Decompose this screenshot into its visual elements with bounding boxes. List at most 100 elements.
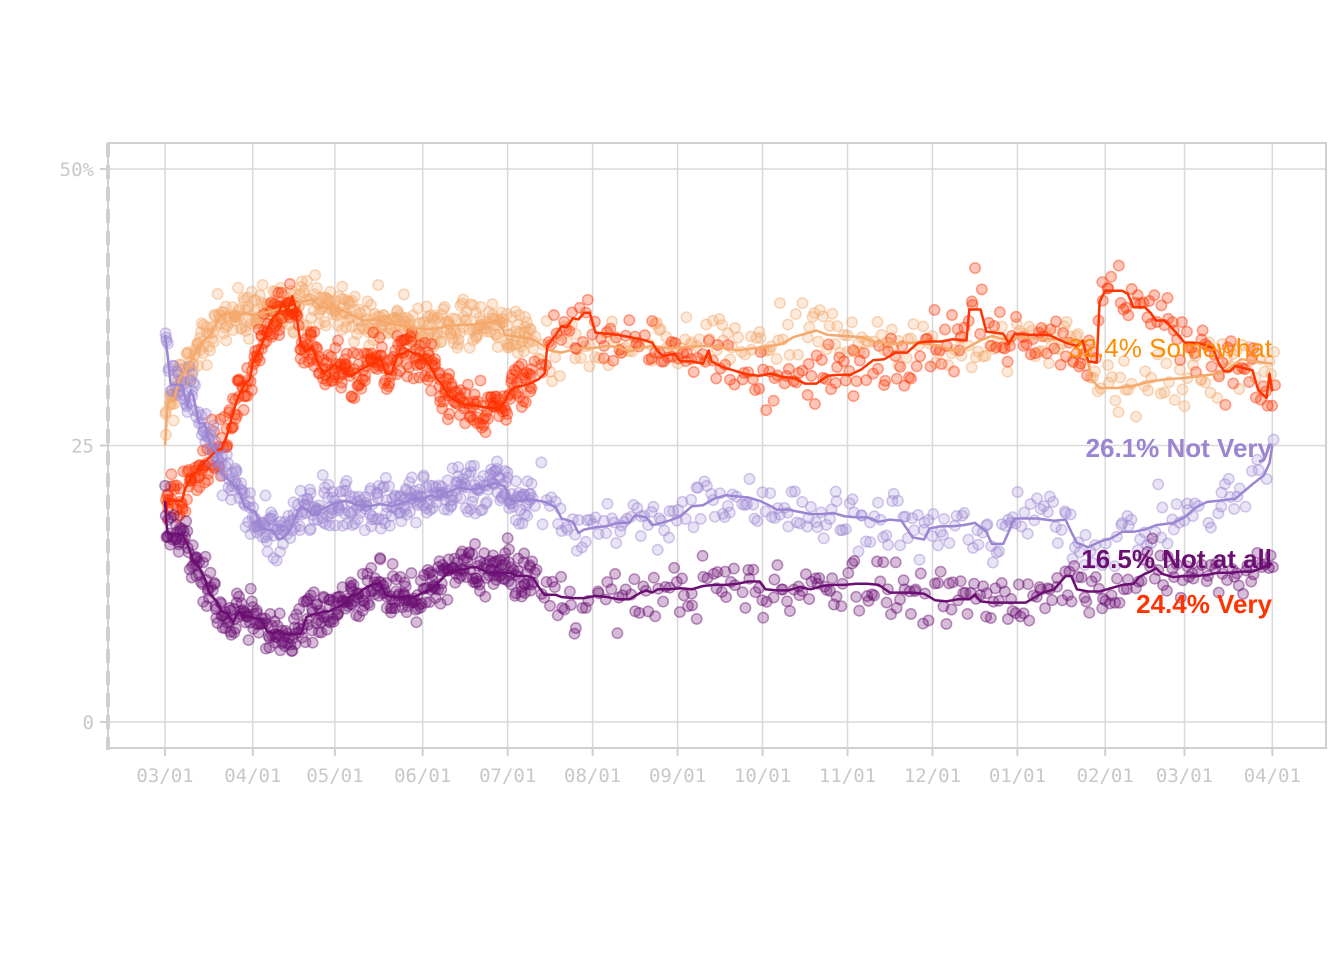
- poll-dot: [555, 333, 568, 346]
- poll-dot: [463, 341, 476, 354]
- poll-dot: [464, 466, 477, 479]
- poll-dot: [419, 596, 432, 609]
- poll-dot: [434, 390, 446, 403]
- poll-dot: [345, 391, 358, 403]
- poll-dot: [239, 521, 252, 534]
- poll-dot: [1266, 399, 1279, 412]
- poll-dot: [433, 555, 446, 568]
- poll-dot: [420, 300, 433, 313]
- poll-dot: [456, 545, 469, 558]
- poll-dot: [230, 596, 243, 609]
- poll-dot: [394, 506, 407, 519]
- poll-dot: [817, 310, 829, 323]
- poll-dot: [211, 617, 224, 629]
- poll-dot: [377, 480, 390, 493]
- poll-dot: [846, 316, 858, 329]
- poll-dot: [887, 487, 900, 500]
- poll-dot: [170, 479, 183, 492]
- poll-dot: [485, 391, 498, 404]
- poll-dot: [274, 281, 287, 294]
- poll-dot: [1073, 546, 1086, 559]
- poll-dot: [405, 567, 418, 580]
- poll-dot: [356, 321, 369, 334]
- poll-dot: [448, 552, 461, 565]
- poll-dot: [352, 490, 365, 503]
- poll-dot: [450, 490, 463, 503]
- poll-dot: [409, 485, 421, 498]
- poll-dot: [473, 578, 486, 591]
- poll-dot: [1064, 508, 1077, 521]
- poll-dot: [336, 280, 349, 293]
- poll-dot: [651, 543, 664, 556]
- poll-dot: [1246, 465, 1258, 478]
- poll-dot: [498, 558, 511, 571]
- poll-dot: [1047, 495, 1060, 508]
- poll-dot: [327, 615, 340, 628]
- poll-dot: [426, 501, 439, 514]
- poll-dot: [386, 492, 399, 505]
- poll-dot: [165, 493, 178, 506]
- poll-dot: [282, 509, 295, 522]
- poll-dot: [243, 495, 256, 508]
- poll-dot: [259, 489, 272, 502]
- poll-dot: [466, 548, 479, 561]
- poll-dot: [307, 586, 320, 599]
- poll-dot: [413, 371, 426, 384]
- poll-dot: [1160, 584, 1173, 597]
- poll-dot: [642, 353, 655, 366]
- poll-dot: [376, 482, 389, 495]
- poll-dot: [492, 471, 505, 484]
- poll-dot: [1120, 301, 1133, 314]
- poll-dot: [268, 294, 281, 307]
- poll-dot: [468, 459, 481, 472]
- poll-dot: [922, 614, 935, 627]
- poll-dot: [511, 346, 524, 359]
- poll-dot: [1001, 613, 1014, 626]
- poll-dot: [1116, 517, 1129, 529]
- poll-dot: [364, 508, 376, 521]
- poll-dot: [796, 364, 809, 377]
- poll-dot: [502, 556, 515, 569]
- poll-dot: [429, 353, 441, 366]
- poll-dot: [1221, 574, 1234, 587]
- poll-dot: [197, 595, 210, 608]
- poll-dot: [248, 294, 261, 307]
- poll-dot: [450, 556, 463, 569]
- poll-dot: [235, 323, 247, 336]
- poll-dot: [517, 345, 530, 358]
- poll-dot: [547, 309, 560, 322]
- poll-dot: [820, 518, 833, 531]
- poll-dot: [363, 339, 376, 352]
- poll-dot: [198, 476, 211, 489]
- poll-dot: [569, 328, 582, 341]
- x-tick-label: 09/01: [649, 765, 706, 787]
- poll-dot: [290, 608, 303, 621]
- poll-dot: [553, 370, 566, 382]
- poll-dot: [208, 308, 221, 321]
- poll-dot: [443, 368, 456, 381]
- poll-dot: [1009, 607, 1022, 620]
- poll-dot: [206, 413, 218, 426]
- poll-dot: [267, 285, 280, 298]
- poll-dot: [494, 472, 507, 485]
- poll-dot: [924, 360, 937, 373]
- poll-dot: [451, 341, 464, 354]
- poll-dot: [335, 381, 348, 394]
- poll-dot: [415, 597, 428, 610]
- poll-dot: [202, 467, 215, 480]
- poll-dot: [300, 319, 313, 332]
- poll-dot: [450, 385, 463, 398]
- poll-dot: [654, 323, 667, 336]
- poll-dot: [530, 563, 543, 576]
- poll-dot: [480, 558, 493, 571]
- poll-dot: [1224, 335, 1237, 348]
- poll-dot: [277, 523, 290, 536]
- poll-dot: [515, 585, 528, 598]
- poll-dot: [276, 637, 288, 650]
- poll-dot: [897, 574, 910, 587]
- poll-dot: [463, 547, 475, 560]
- poll-dot: [288, 621, 301, 634]
- poll-dot: [1181, 497, 1194, 510]
- poll-dot: [1142, 384, 1155, 397]
- poll-dot: [452, 333, 465, 346]
